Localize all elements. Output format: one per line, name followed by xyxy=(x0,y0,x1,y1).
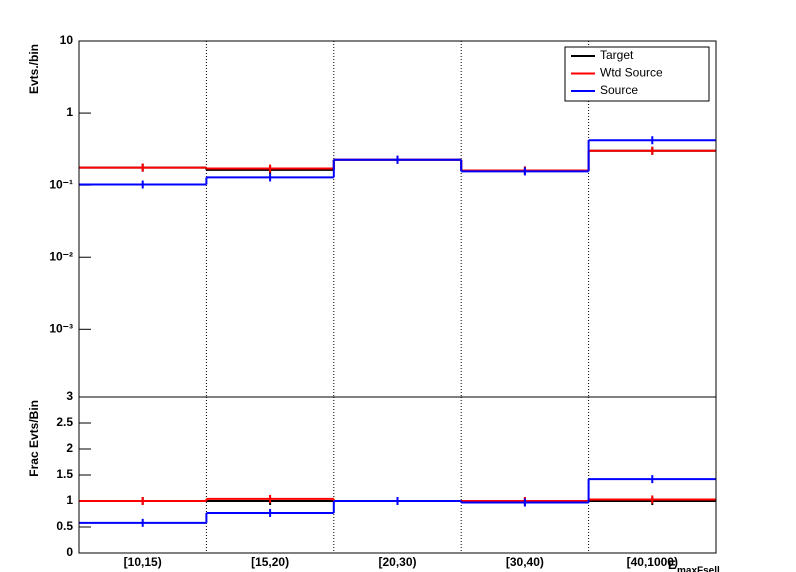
legend-label: Source xyxy=(600,83,638,97)
y-tick-label: 2.5 xyxy=(56,415,73,429)
x-tick-label: [20,30) xyxy=(378,555,416,569)
legend-label: Target xyxy=(600,48,634,62)
legend-label: Wtd Source xyxy=(600,66,663,80)
x-tick-label: [30,40) xyxy=(506,555,544,569)
y-tick-label: 1.5 xyxy=(56,467,73,481)
y-tick-label: 3 xyxy=(66,389,73,403)
y-axis-label: Evts./bin xyxy=(27,44,41,94)
y-tick-label: 0 xyxy=(66,545,73,559)
plot-frame xyxy=(78,396,717,554)
x-axis-label-sub: maxFsell xyxy=(677,566,720,572)
x-tick-label: [40,1000) xyxy=(627,555,678,569)
y-tick-label: 10⁻¹ xyxy=(49,177,73,191)
y-tick-label: 10 xyxy=(60,33,74,47)
y-tick-label: 10⁻² xyxy=(49,249,73,263)
y-tick-label: 0.5 xyxy=(56,519,73,533)
y-tick-label: 10⁻³ xyxy=(49,321,73,335)
x-tick-label: [15,20) xyxy=(251,555,289,569)
x-tick-label: [10,15) xyxy=(124,555,162,569)
y-tick-label: 2 xyxy=(66,441,73,455)
y-tick-label: 1 xyxy=(66,493,73,507)
x-axis-label: E xyxy=(668,558,676,572)
y-axis-label: Frac Evts/Bin xyxy=(27,400,41,477)
y-tick-label: 1 xyxy=(66,105,73,119)
